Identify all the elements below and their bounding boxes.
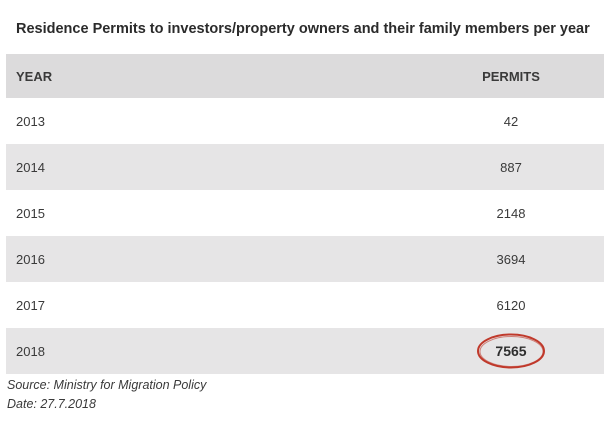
red-ellipse-icon (477, 333, 545, 369)
table-header-row: YEAR PERMITS (6, 54, 604, 98)
year-cell: 2013 (16, 113, 45, 129)
permits-cell: 6120 (496, 297, 526, 313)
permits-cell: 887 (500, 159, 522, 175)
source-note: Source: Ministry for Migration Policy (7, 378, 207, 392)
table-row: 2016 3694 (6, 236, 604, 282)
table-row: 2017 6120 (6, 282, 604, 328)
table-row-highlighted: 2018 7565 (6, 328, 604, 374)
year-cell: 2018 (16, 343, 45, 359)
permits-cell: 7565 (438, 328, 584, 374)
table-row: 2015 2148 (6, 190, 604, 236)
year-cell: 2016 (16, 251, 45, 267)
permits-cell: 42 (503, 113, 519, 129)
date-note: Date: 27.7.2018 (7, 397, 96, 411)
highlighted-permits-value: 7565 (495, 343, 527, 359)
permits-cell: 2148 (496, 205, 526, 221)
highlight-circle-annotation: 7565 (477, 333, 545, 369)
year-cell: 2014 (16, 159, 45, 175)
year-cell: 2015 (16, 205, 45, 221)
table-row: 2014 887 (6, 144, 604, 190)
table-title: Residence Permits to investors/property … (16, 21, 590, 37)
table-row: 2013 42 (6, 98, 604, 144)
header-permits: PERMITS (482, 68, 540, 84)
permits-table: YEAR PERMITS 2013 42 2014 887 2015 2148 … (6, 54, 604, 374)
header-year: YEAR (16, 68, 53, 84)
permits-cell: 3694 (496, 251, 526, 267)
year-cell: 2017 (16, 297, 45, 313)
table-footer: Source: Ministry for Migration Policy Da… (7, 376, 206, 414)
